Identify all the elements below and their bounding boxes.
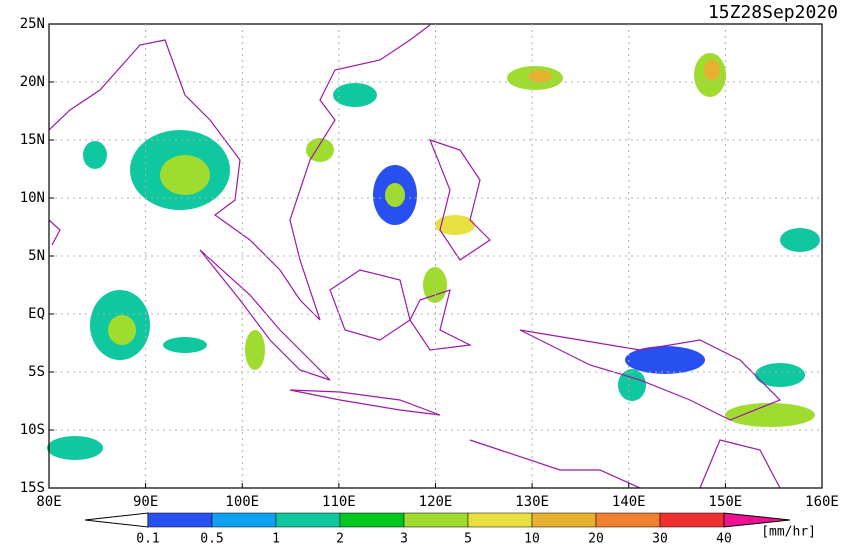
map-title: 15Z28Sep2020 [708, 2, 838, 23]
colorbar-box [403, 512, 469, 528]
colorbar-box [275, 512, 341, 528]
y-tick-label: 15N [20, 132, 45, 148]
colorbar-label: 3 [400, 532, 408, 544]
y-tick-label: 10N [20, 190, 45, 206]
colorbar-box [211, 512, 277, 528]
x-tick-label: 130E [515, 494, 549, 510]
colorbar-unit: [mm/hr] [761, 525, 816, 540]
x-tick-label: 150E [709, 494, 743, 510]
y-tick-label: 25N [20, 16, 45, 32]
coastlines [48, 24, 782, 489]
colorbar-over [723, 512, 791, 528]
colorbar-label: 1 [272, 532, 280, 544]
x-tick-label: 120E [419, 494, 453, 510]
colorbar-label: 2 [336, 532, 344, 544]
x-tick-label: 80E [36, 494, 61, 510]
y-tick-label: 5N [28, 248, 45, 264]
x-tick-label: 160E [805, 494, 839, 510]
x-tick-label: 90E [133, 494, 158, 510]
colorbar-label: 10 [524, 532, 540, 544]
colorbar-box [595, 512, 661, 528]
precip-blobs [47, 53, 820, 460]
colorbar-label: 0.5 [200, 532, 223, 544]
colorbar-box [467, 512, 533, 528]
colorbar-label: 0.1 [136, 532, 159, 544]
y-tick-label: 15S [20, 480, 45, 496]
colorbar-box [339, 512, 405, 528]
y-tick-label: 10S [20, 422, 45, 438]
colorbar-label: 30 [652, 532, 668, 544]
colorbar-box [147, 512, 213, 528]
colorbar-under [84, 512, 149, 528]
colorbar-label: 20 [588, 532, 604, 544]
x-tick-label: 110E [322, 494, 356, 510]
x-tick-label: 100E [225, 494, 259, 510]
x-tick-label: 140E [612, 494, 646, 510]
y-tick-label: EQ [28, 306, 45, 322]
y-tick-label: 5S [28, 364, 45, 380]
colorbar-box [531, 512, 597, 528]
y-tick-label: 20N [20, 74, 45, 90]
colorbar-label: 40 [716, 532, 732, 544]
colorbar-label: 5 [464, 532, 472, 544]
colorbar-box [659, 512, 725, 528]
